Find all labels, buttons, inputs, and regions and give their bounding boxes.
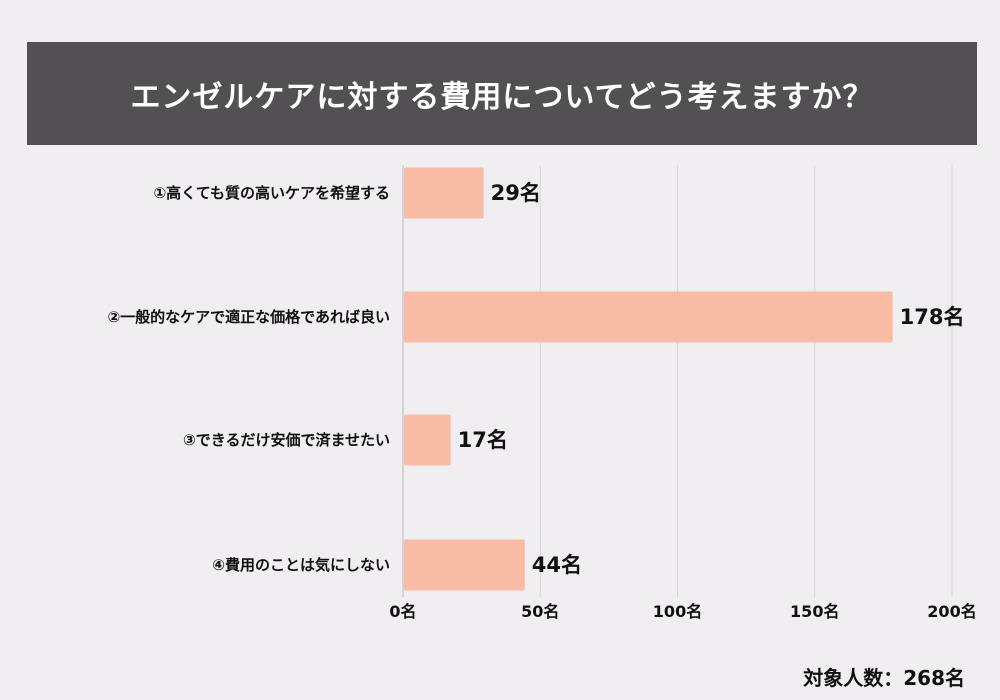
chart-title: エンゼルケアに対する費用についてどう考えますか？ — [130, 79, 874, 115]
value-label: 29名 — [491, 181, 541, 205]
category-label: ②一般的なケアで適正な価格であれば良い — [107, 308, 390, 326]
bar — [404, 414, 451, 466]
x-tick-label: 150名 — [790, 602, 839, 621]
category-label: ①高くても質の高いケアを希望する — [153, 184, 390, 202]
bar — [404, 291, 893, 343]
bar — [404, 167, 484, 219]
x-tick-label: 200名 — [927, 602, 976, 621]
x-tick-label: 0名 — [389, 602, 416, 621]
value-label: 178名 — [900, 305, 965, 329]
sample-size-annotation: 対象人数：268名 — [803, 666, 965, 690]
category-label: ③できるだけ安価で済ませたい — [183, 431, 390, 449]
category-label: ④費用のことは気にしない — [212, 556, 390, 574]
bar — [404, 539, 525, 591]
value-label: 44名 — [532, 553, 582, 577]
x-tick-label: 50名 — [521, 602, 559, 621]
chart-title-bar: エンゼルケアに対する費用についてどう考えますか？ — [27, 42, 977, 145]
x-tick-label: 100名 — [653, 602, 702, 621]
value-label: 17名 — [458, 428, 508, 452]
